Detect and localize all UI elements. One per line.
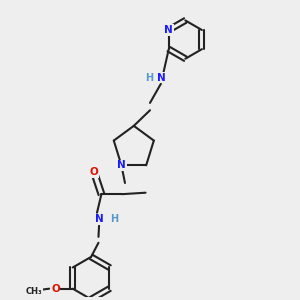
Text: O: O <box>51 284 60 294</box>
Text: N: N <box>157 73 165 83</box>
Text: N: N <box>164 25 173 35</box>
Text: N: N <box>117 160 126 170</box>
Text: H: H <box>145 73 153 83</box>
Text: H: H <box>110 214 118 224</box>
Text: N: N <box>95 214 103 224</box>
Text: CH₃: CH₃ <box>26 286 43 296</box>
Text: O: O <box>90 167 98 177</box>
